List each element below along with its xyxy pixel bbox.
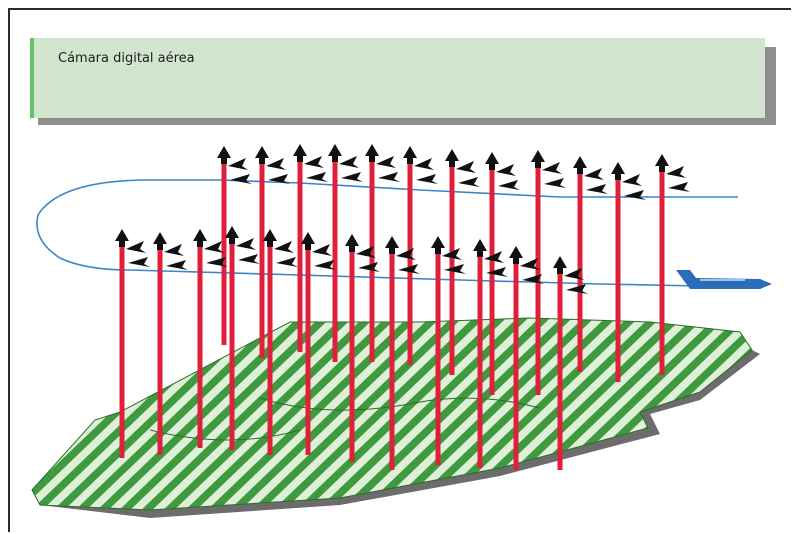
field-border-1 [259, 397, 541, 411]
camera-arrow-icon [485, 152, 520, 190]
camera-ray [435, 252, 441, 465]
ground-outline [31, 317, 753, 511]
camera-arrow-icon [225, 226, 260, 264]
camera-ray [119, 245, 125, 458]
camera-ray [389, 252, 395, 470]
camera-arrow-icon [431, 236, 466, 274]
field-stripe [88, 318, 349, 510]
camera-ray [267, 245, 273, 455]
field-stripe [44, 318, 305, 510]
aircraft-icon [676, 270, 772, 289]
field-stripe [330, 318, 591, 510]
camera-ray [407, 162, 413, 365]
page-title: Cámara digital aérea [58, 51, 195, 66]
field-stripe [32, 318, 41, 510]
camera-arrow-icon [115, 229, 150, 267]
ground-fields [0, 300, 793, 534]
camera-markers [115, 144, 690, 294]
camera-arrow-icon [153, 232, 188, 270]
field-stripe [132, 318, 393, 510]
camera-ray [297, 160, 303, 352]
camera-arrow-icon [445, 149, 480, 187]
camera-ray [259, 162, 265, 358]
camera-ray [157, 248, 163, 455]
camera-ray [557, 272, 563, 470]
camera-ray [513, 262, 519, 470]
camera-ray [305, 248, 311, 455]
camera-ray [221, 162, 227, 345]
camera-arrow-icon [217, 146, 252, 184]
camera-ray [615, 178, 621, 382]
camera-ray [349, 250, 355, 462]
camera-arrow-icon [531, 150, 566, 188]
field-border-2 [149, 429, 301, 441]
camera-ray [489, 168, 495, 395]
title-banner: Cámara digital aérea [30, 38, 765, 118]
camera-arrow-icon [655, 154, 690, 192]
camera-ray [332, 160, 338, 362]
camera-ray [229, 242, 235, 450]
camera-arrow-icon [263, 229, 298, 267]
camera-arrow-icon [301, 232, 336, 270]
camera-arrow-icon [365, 144, 400, 182]
camera-arrow-icon [573, 156, 608, 194]
camera-arrow-icon [509, 246, 544, 284]
field-stripe [0, 300, 19, 534]
camera-arrow-icon [293, 144, 328, 182]
camera-ray [659, 170, 665, 375]
camera-arrow-icon [553, 256, 588, 294]
camera-arrow-icon [255, 146, 290, 184]
camera-ray [369, 160, 375, 362]
camera-arrow-icon [385, 236, 420, 274]
camera-arrow-icon [328, 144, 363, 182]
camera-arrow-icon [473, 239, 508, 277]
camera-arrow-icon [193, 229, 228, 267]
camera-arrow-icon [345, 234, 380, 272]
camera-arrow-icon [403, 146, 438, 184]
field-stripe [66, 318, 327, 510]
field-stripe [748, 318, 752, 510]
field-stripe [770, 300, 793, 534]
image-frame [8, 8, 791, 532]
camera-arrow-icon [611, 162, 646, 200]
flight-path [36, 179, 738, 287]
camera-ray [197, 245, 203, 448]
camera-ray [477, 255, 483, 468]
